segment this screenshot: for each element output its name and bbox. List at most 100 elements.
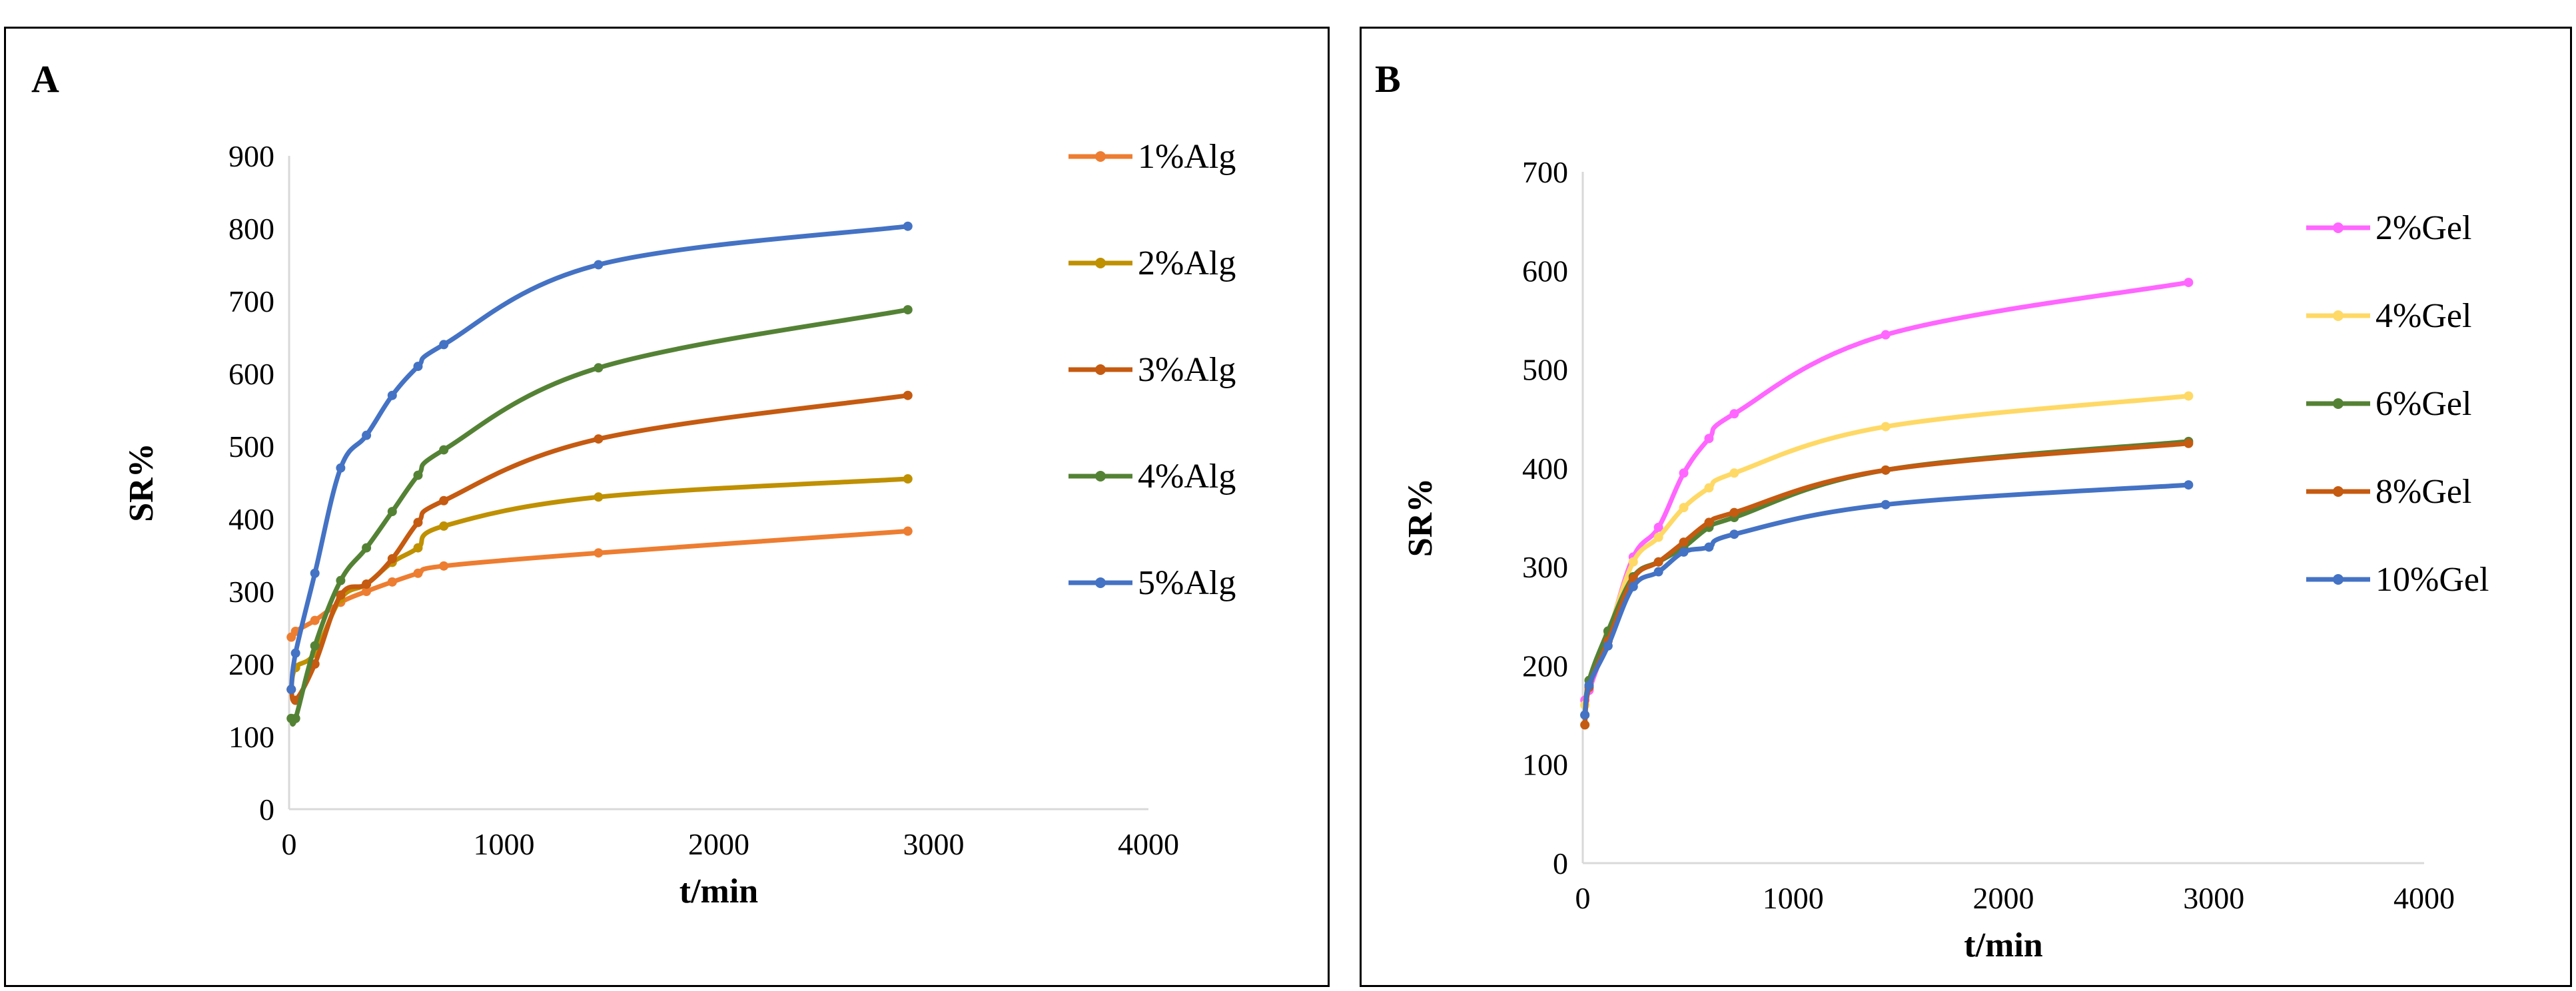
data-point-1%Alg (362, 587, 372, 596)
data-point-10%Gel (1580, 710, 1590, 720)
data-point-8%Gel (1704, 517, 1714, 527)
data-point-10%Gel (1679, 547, 1689, 557)
data-point-2%Gel (2184, 278, 2194, 288)
x-tick-label: 1000 (1763, 881, 1824, 915)
data-point-5%Alg (387, 390, 397, 400)
y-tick-label: 500 (1522, 353, 1568, 387)
legend-label: 2%Alg (1138, 244, 1236, 282)
legend-label: 4%Gel (2375, 297, 2471, 335)
y-tick-label: 200 (228, 647, 274, 681)
legend-label: 5%Alg (1138, 564, 1236, 602)
y-tick-label: 300 (228, 575, 274, 609)
data-point-5%Alg (286, 685, 296, 695)
data-point-8%Gel (1653, 557, 1663, 567)
series-line-5%Alg (288, 224, 909, 690)
series-line-1%Alg (289, 529, 909, 639)
data-point-4%Alg (310, 641, 320, 651)
data-point-3%Alg (362, 579, 372, 589)
panel-label-a: A (31, 57, 59, 101)
data-point-2%Alg (594, 492, 604, 502)
chart-panel-a: A 0 100 200 300 400 500 600 700 800 900 0 1000 2000 3… (4, 27, 1330, 987)
y-tick-label: 700 (228, 284, 274, 318)
data-point-4%Alg (439, 445, 449, 455)
y-tick-label: 800 (228, 212, 274, 246)
data-point-5%Alg (594, 260, 604, 270)
legend-swatch-marker (2333, 398, 2344, 409)
data-point-8%Gel (1729, 507, 1739, 517)
y-axis-title: SR% (123, 443, 161, 521)
x-tick-label: 4000 (2393, 881, 2455, 915)
data-point-2%Alg (439, 521, 449, 531)
series-line-4%Alg (288, 307, 909, 727)
y-tick-label: 400 (1522, 452, 1568, 486)
y-tick-label: 700 (1522, 155, 1568, 189)
legend-label: 6%Gel (2375, 385, 2471, 423)
data-point-5%Alg (290, 648, 300, 658)
y-tick-label: 200 (1522, 649, 1568, 683)
y-tick-label: 0 (1553, 846, 1568, 880)
legend-swatch-marker (2333, 222, 2344, 233)
legend-swatch-marker (2333, 574, 2344, 585)
data-point-3%Alg (594, 434, 604, 444)
y-tick-label: 300 (1522, 550, 1568, 584)
data-point-2%Alg (413, 543, 423, 553)
data-point-10%Gel (1704, 542, 1714, 552)
data-point-3%Alg (387, 553, 397, 563)
y-tick-label: 500 (228, 430, 274, 464)
legend-swatch-marker (1095, 151, 1106, 162)
legend-swatch-marker (1095, 577, 1106, 588)
y-tick-label: 600 (1522, 254, 1568, 288)
data-point-5%Alg (362, 430, 372, 440)
data-point-1%Alg (387, 577, 397, 587)
data-point-1%Alg (413, 568, 423, 578)
data-point-1%Alg (310, 615, 320, 625)
data-point-4%Gel (1881, 422, 1891, 432)
data-point-10%Gel (1603, 641, 1613, 651)
legend-label: 2%Gel (2375, 209, 2471, 247)
data-point-10%Gel (1653, 567, 1663, 577)
data-point-10%Gel (2184, 480, 2194, 490)
data-point-2%Gel (1729, 409, 1739, 419)
legend-label: 3%Alg (1138, 351, 1236, 389)
y-tick-label: 600 (228, 357, 274, 391)
x-axis-title: t/min (679, 872, 759, 910)
legend-swatch-marker (2333, 310, 2344, 321)
data-point-4%Alg (903, 305, 913, 315)
data-point-4%Alg (594, 363, 604, 373)
x-tick-label: 0 (282, 827, 297, 861)
data-point-8%Gel (1679, 537, 1689, 547)
data-point-4%Gel (1653, 532, 1663, 542)
x-tick-label: 3000 (903, 827, 965, 861)
legend-swatch-marker (1095, 471, 1106, 482)
y-tick-label: 100 (228, 720, 274, 754)
data-point-8%Gel (2184, 438, 2194, 448)
data-point-5%Alg (903, 221, 913, 231)
data-point-5%Alg (310, 568, 320, 578)
data-point-3%Alg (439, 496, 449, 505)
data-point-1%Alg (594, 548, 604, 558)
data-point-10%Gel (1584, 681, 1594, 691)
chart-b-svg: B 0 100 200 300 400 500 600 700 0 1000 2000 3000 400… (1375, 57, 2489, 964)
data-point-2%Gel (1704, 434, 1714, 444)
y-tick-label: 0 (259, 793, 274, 826)
x-tick-label: 4000 (1118, 827, 1179, 861)
x-tick-label: 2000 (688, 827, 749, 861)
data-point-8%Gel (1881, 465, 1891, 475)
data-point-4%Alg (290, 713, 300, 723)
data-point-10%Gel (1881, 499, 1891, 509)
data-point-2%Alg (903, 474, 913, 484)
y-axis-title: SR% (1402, 478, 1440, 557)
chart-panel-b: B 0 100 200 300 400 500 600 700 0 1000 2000 3000 400… (1360, 27, 2572, 987)
legend-label: 8%Gel (2375, 473, 2471, 511)
data-point-4%Alg (413, 470, 423, 480)
data-point-5%Alg (439, 340, 449, 350)
legend-label: 10%Gel (2375, 561, 2489, 599)
legend-swatch-marker (1095, 258, 1106, 268)
data-point-5%Alg (336, 463, 346, 473)
x-tick-label: 3000 (2183, 881, 2244, 915)
legend-label: 1%Alg (1138, 138, 1236, 176)
data-point-8%Gel (1580, 720, 1590, 730)
data-point-3%Alg (413, 517, 423, 527)
legend-swatch-marker (2333, 486, 2344, 497)
legend-label: 4%Alg (1138, 458, 1236, 496)
